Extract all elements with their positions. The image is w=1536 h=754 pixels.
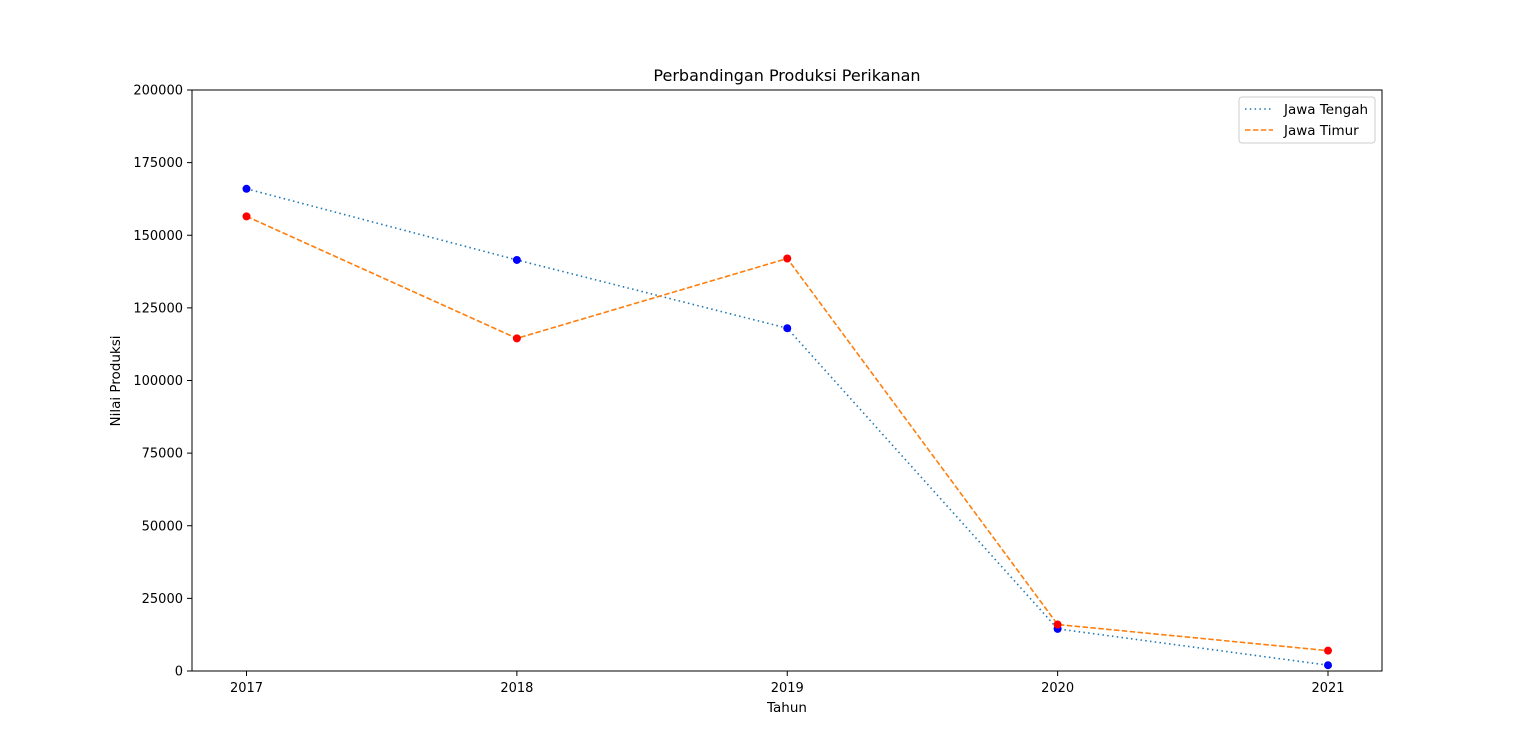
legend-label: Jawa Timur [1283, 123, 1359, 139]
data-point-jawa-timur [512, 334, 521, 343]
y-tick-label: 200000 [133, 84, 183, 99]
x-tick-label: 2019 [771, 681, 804, 696]
data-point-jawa-timur [1324, 646, 1332, 655]
data-point-jawa-timur [783, 254, 792, 263]
data-point-jawa-tengah [242, 184, 251, 193]
y-axis-title: Nilai Produksi [108, 335, 124, 426]
y-tick-label: 100000 [133, 374, 183, 389]
data-point-jawa-timur [242, 212, 251, 221]
data-point-jawa-tengah [783, 324, 792, 333]
x-tick-label: 2017 [230, 681, 263, 696]
plot-area-frame [191, 89, 1383, 672]
legend-label: Jawa Tengah [1283, 102, 1368, 118]
x-tick-label: 2018 [500, 681, 533, 696]
y-tick-label: 150000 [133, 229, 183, 244]
chart-title: Perbandingan Produksi Perikanan [653, 66, 920, 85]
x-tick-label: 2020 [1041, 681, 1074, 696]
y-tick-label: 0 [175, 665, 183, 680]
data-point-jawa-tengah [512, 255, 521, 264]
legend-box [1238, 96, 1376, 144]
x-tick-label: 2021 [1311, 681, 1344, 696]
y-tick-label: 25000 [142, 592, 183, 607]
y-tick-label: 75000 [142, 447, 183, 462]
data-point-jawa-tengah [1324, 661, 1332, 670]
legend: Jawa Tengah Jawa Timur [1238, 96, 1376, 144]
y-tick-label: 50000 [142, 519, 183, 534]
x-axis-title: Tahun [766, 700, 807, 716]
y-tick-label: 175000 [133, 156, 183, 171]
data-point-jawa-timur [1053, 620, 1062, 629]
y-tick-label: 125000 [133, 301, 183, 316]
